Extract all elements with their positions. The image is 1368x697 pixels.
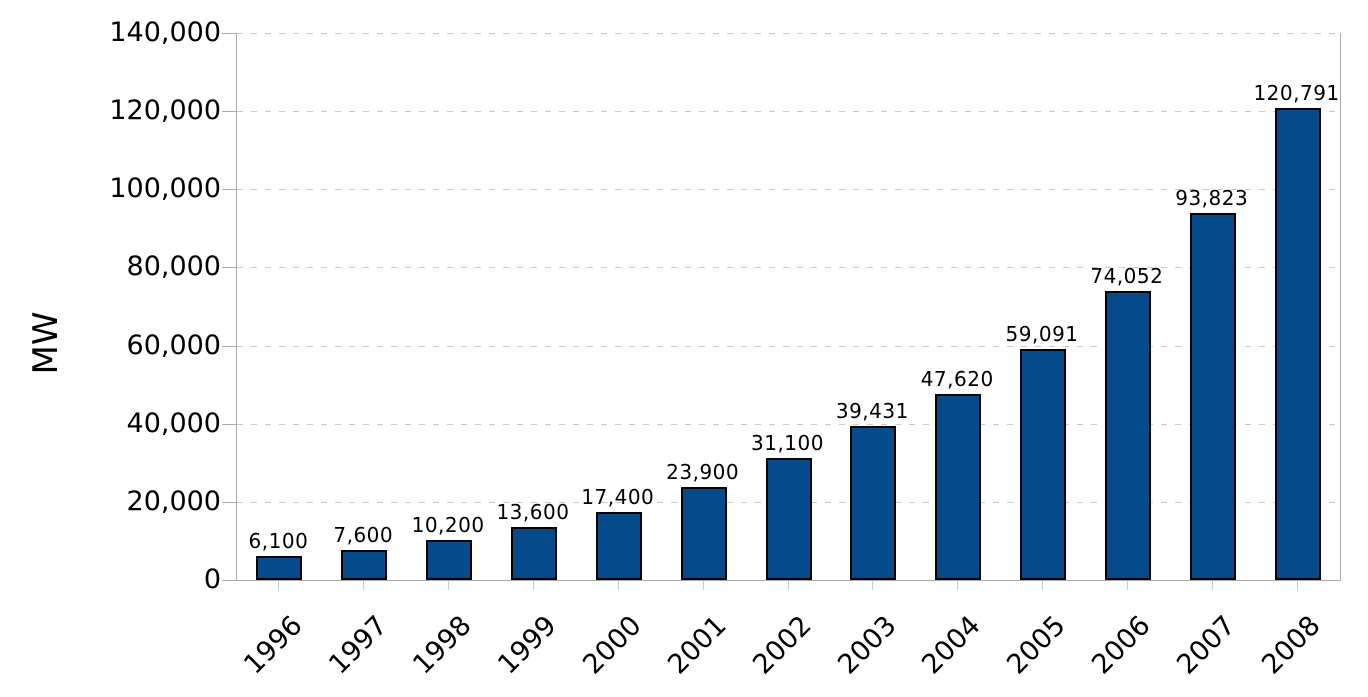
y-tick-mark bbox=[222, 423, 236, 425]
y-tick-label: 80,000 bbox=[126, 251, 221, 283]
gridline bbox=[237, 423, 1340, 425]
bar bbox=[341, 550, 388, 580]
plot-area bbox=[236, 33, 1341, 581]
bar-value-label: 120,791 bbox=[1253, 81, 1340, 105]
x-tick-label: 2008 bbox=[1255, 610, 1327, 681]
x-tick-label: 2004 bbox=[916, 610, 988, 681]
bar-value-label: 31,100 bbox=[751, 431, 824, 455]
bar bbox=[426, 540, 473, 580]
y-tick-label: 140,000 bbox=[109, 17, 221, 48]
x-tick-mark bbox=[448, 581, 450, 590]
x-tick-mark bbox=[702, 581, 704, 590]
x-tick-mark bbox=[787, 581, 789, 590]
bar bbox=[765, 458, 812, 580]
x-tick-label: 2005 bbox=[1001, 610, 1072, 681]
x-tick-label: 2000 bbox=[577, 610, 648, 681]
x-tick-label: 1997 bbox=[322, 610, 394, 681]
bar bbox=[595, 512, 642, 580]
y-tick-mark bbox=[222, 267, 236, 269]
x-tick-label: 2002 bbox=[746, 610, 818, 681]
bar-value-label: 59,091 bbox=[1005, 322, 1079, 346]
bar-value-label: 17,400 bbox=[581, 485, 655, 509]
y-tick-mark bbox=[222, 345, 236, 347]
x-tick-mark bbox=[278, 581, 280, 590]
bar-value-label: 13,600 bbox=[496, 500, 570, 524]
y-tick-label: 0 bbox=[203, 564, 221, 595]
x-tick-label: 2007 bbox=[1171, 610, 1242, 681]
x-tick-label: 1999 bbox=[492, 610, 563, 681]
y-tick-mark bbox=[222, 189, 236, 191]
x-tick-mark bbox=[1296, 581, 1298, 590]
y-tick-label: 100,000 bbox=[109, 173, 221, 205]
bar bbox=[680, 487, 727, 580]
bar bbox=[256, 556, 303, 580]
gridline bbox=[237, 345, 1340, 347]
y-tick-label: 40,000 bbox=[126, 407, 221, 439]
bar-value-label: 47,620 bbox=[920, 367, 994, 391]
x-tick-label: 2006 bbox=[1086, 610, 1157, 681]
bar bbox=[1104, 291, 1151, 580]
bar-value-label: 7,600 bbox=[333, 523, 394, 547]
x-tick-mark bbox=[1211, 581, 1213, 590]
bar bbox=[1020, 349, 1067, 580]
y-tick-label: 60,000 bbox=[126, 329, 221, 361]
bar bbox=[1274, 108, 1321, 580]
bar-value-label: 39,431 bbox=[835, 399, 909, 423]
y-tick-label: 20,000 bbox=[126, 485, 221, 517]
bar bbox=[510, 527, 557, 580]
x-tick-mark bbox=[872, 581, 874, 590]
gridline bbox=[237, 267, 1340, 269]
x-tick-mark bbox=[957, 581, 959, 590]
bar-value-label: 23,900 bbox=[666, 460, 740, 484]
y-tick-mark bbox=[222, 33, 236, 34]
gridline bbox=[237, 189, 1340, 191]
bar bbox=[1189, 213, 1236, 580]
x-tick-label: 1998 bbox=[407, 610, 479, 681]
y-tick-mark bbox=[222, 580, 236, 581]
gridline bbox=[237, 33, 1340, 34]
x-tick-label: 2003 bbox=[831, 610, 903, 681]
x-tick-mark bbox=[617, 581, 619, 590]
x-tick-mark bbox=[1126, 581, 1128, 590]
bar-value-label: 10,200 bbox=[411, 513, 485, 537]
bar-value-label: 93,823 bbox=[1175, 186, 1249, 210]
x-tick-label: 2001 bbox=[662, 610, 733, 681]
x-tick-mark bbox=[1042, 581, 1044, 590]
x-tick-label: 1996 bbox=[237, 610, 309, 681]
gridline bbox=[237, 111, 1340, 113]
x-tick-mark bbox=[363, 581, 365, 590]
x-tick-mark bbox=[532, 581, 534, 590]
y-tick-label: 120,000 bbox=[109, 95, 221, 127]
bar-value-label: 6,100 bbox=[248, 529, 309, 553]
bar-value-label: 74,052 bbox=[1090, 264, 1164, 288]
y-tick-mark bbox=[222, 501, 236, 503]
bar bbox=[850, 426, 897, 580]
y-tick-mark bbox=[222, 111, 236, 113]
bar bbox=[935, 394, 982, 580]
